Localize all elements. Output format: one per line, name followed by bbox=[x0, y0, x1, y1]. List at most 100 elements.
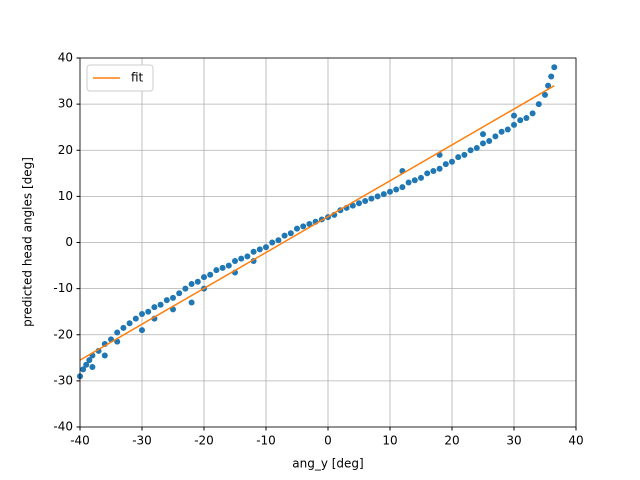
point bbox=[114, 329, 121, 336]
point bbox=[176, 290, 183, 297]
point bbox=[498, 128, 505, 135]
point bbox=[281, 232, 288, 239]
point bbox=[132, 315, 139, 322]
point bbox=[430, 168, 437, 175]
point bbox=[473, 144, 480, 151]
point bbox=[213, 267, 220, 274]
point bbox=[399, 184, 406, 191]
y-axis-label: predicted head angles [deg] bbox=[21, 157, 35, 327]
x-axis-label: ang_y [deg] bbox=[292, 457, 363, 471]
x-tick-label: 40 bbox=[568, 434, 583, 448]
point bbox=[151, 304, 158, 311]
point bbox=[504, 126, 511, 133]
point bbox=[201, 274, 207, 281]
point bbox=[393, 186, 400, 193]
point bbox=[480, 140, 486, 147]
point bbox=[101, 352, 108, 359]
y-tick-label: 0 bbox=[65, 235, 73, 249]
point bbox=[492, 133, 499, 140]
point bbox=[256, 246, 263, 253]
point bbox=[362, 197, 369, 204]
point bbox=[523, 114, 530, 121]
x-tick-label: 10 bbox=[382, 434, 397, 448]
y-tick-label: -40 bbox=[53, 420, 73, 434]
point bbox=[542, 91, 548, 98]
point bbox=[207, 271, 214, 278]
point bbox=[306, 221, 313, 228]
point bbox=[80, 366, 87, 373]
point bbox=[511, 112, 517, 119]
point bbox=[163, 297, 170, 304]
point bbox=[89, 364, 96, 371]
point bbox=[139, 310, 145, 317]
point bbox=[368, 195, 375, 202]
y-tick-label: -10 bbox=[53, 281, 73, 295]
point bbox=[250, 248, 257, 255]
x-tick-label: -40 bbox=[70, 434, 90, 448]
point bbox=[145, 308, 152, 315]
point bbox=[436, 165, 443, 172]
point bbox=[405, 179, 412, 186]
point bbox=[374, 193, 381, 200]
point bbox=[517, 117, 524, 124]
x-tick-label: 0 bbox=[324, 434, 332, 448]
point bbox=[287, 230, 294, 237]
point bbox=[83, 361, 90, 368]
point bbox=[349, 202, 356, 209]
y-tick-label: 10 bbox=[58, 189, 73, 203]
point bbox=[269, 239, 276, 246]
point bbox=[535, 101, 542, 108]
fit-line bbox=[79, 85, 555, 361]
point bbox=[188, 299, 195, 306]
point bbox=[86, 357, 93, 364]
point bbox=[244, 253, 251, 260]
y-tick-label: 20 bbox=[58, 143, 73, 157]
plot-frame bbox=[79, 57, 577, 428]
point bbox=[424, 170, 431, 177]
point bbox=[411, 177, 418, 184]
point bbox=[480, 131, 486, 138]
point bbox=[120, 324, 127, 331]
x-tick-label: 30 bbox=[506, 434, 521, 448]
point bbox=[238, 255, 245, 262]
point bbox=[188, 281, 195, 288]
point bbox=[380, 191, 387, 198]
point bbox=[387, 188, 393, 195]
point bbox=[126, 320, 133, 327]
x-tick-label: -20 bbox=[194, 434, 214, 448]
point bbox=[545, 82, 552, 89]
point bbox=[449, 158, 455, 165]
y-tick-label: -30 bbox=[53, 373, 73, 387]
x-tick-label: 20 bbox=[444, 434, 459, 448]
point bbox=[455, 154, 462, 161]
point bbox=[467, 147, 474, 154]
point bbox=[225, 262, 232, 269]
point bbox=[157, 301, 164, 308]
legend-label: fit bbox=[131, 71, 144, 85]
point bbox=[182, 285, 189, 292]
y-tick-label: -20 bbox=[53, 327, 73, 341]
point bbox=[486, 138, 493, 145]
point bbox=[300, 223, 307, 230]
point bbox=[418, 174, 424, 181]
point bbox=[170, 294, 176, 301]
point bbox=[511, 121, 517, 128]
point bbox=[551, 64, 558, 71]
point bbox=[529, 110, 536, 117]
x-tick-label: -30 bbox=[132, 434, 152, 448]
point bbox=[294, 225, 300, 232]
point bbox=[356, 200, 362, 207]
point bbox=[461, 151, 468, 158]
x-tick-label: -10 bbox=[256, 434, 276, 448]
y-tick-label: 30 bbox=[58, 97, 73, 111]
point bbox=[219, 264, 226, 271]
point bbox=[442, 161, 449, 168]
point bbox=[275, 237, 282, 244]
point bbox=[139, 327, 145, 334]
y-tick-label: 40 bbox=[58, 51, 73, 65]
point bbox=[194, 278, 201, 285]
point bbox=[232, 257, 238, 264]
point bbox=[548, 73, 555, 80]
point bbox=[263, 244, 269, 251]
